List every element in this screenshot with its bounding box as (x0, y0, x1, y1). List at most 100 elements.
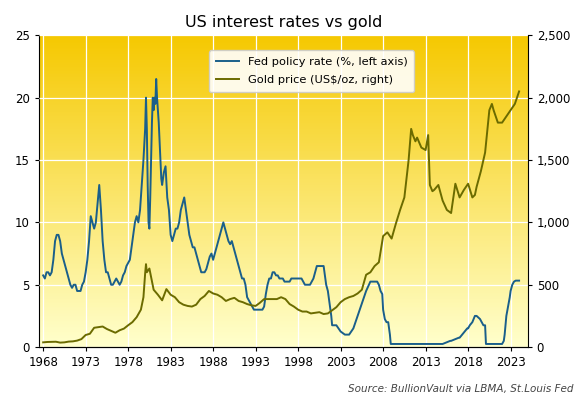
Bar (39, 228, 528, 230)
Bar (39, 233, 528, 235)
Bar (39, 82, 528, 84)
Bar (39, 213, 528, 215)
Bar (39, 70, 528, 71)
Bar (39, 91, 528, 93)
Bar (39, 42, 528, 43)
Gold price (US$/oz, right) (359, 287, 366, 292)
Bar (39, 182, 528, 183)
Bar (39, 199, 528, 200)
Bar (39, 129, 528, 130)
Bar (39, 74, 528, 76)
Bar (39, 252, 528, 253)
Bar (39, 127, 528, 129)
Bar (39, 296, 528, 297)
Bar (39, 274, 528, 275)
Fed policy rate (%, left axis) (321, 270, 328, 275)
Bar (39, 313, 528, 314)
Bar (39, 38, 528, 40)
Bar (39, 162, 528, 163)
Bar (39, 278, 528, 280)
Bar (39, 123, 528, 124)
Bar (39, 65, 528, 67)
Bar (39, 219, 528, 221)
Bar (39, 148, 528, 149)
Bar (39, 238, 528, 240)
Bar (39, 346, 528, 347)
Bar (39, 54, 528, 55)
Bar (39, 62, 528, 63)
Bar (39, 126, 528, 127)
Bar (39, 154, 528, 155)
Bar (39, 53, 528, 54)
Bar (39, 120, 528, 121)
Fed policy rate (%, left axis) (40, 273, 47, 278)
Bar (39, 200, 528, 202)
Bar (39, 171, 528, 173)
Bar (39, 248, 528, 249)
Bar (39, 59, 528, 60)
Bar (39, 121, 528, 123)
Bar (39, 55, 528, 57)
Bar (39, 174, 528, 175)
Bar (39, 46, 528, 48)
Bar (39, 253, 528, 255)
Bar (39, 135, 528, 137)
Bar (39, 124, 528, 126)
Bar (39, 316, 528, 318)
Bar (39, 115, 528, 116)
Bar (39, 104, 528, 105)
Bar (39, 218, 528, 219)
Bar (39, 286, 528, 288)
Bar (39, 194, 528, 196)
Bar (39, 258, 528, 260)
Bar (39, 305, 528, 307)
Bar (39, 146, 528, 148)
Bar (39, 283, 528, 285)
Bar (39, 314, 528, 316)
Bar (39, 187, 528, 188)
Bar (39, 151, 528, 152)
Bar (39, 310, 528, 311)
Bar (39, 37, 528, 38)
Bar (39, 271, 528, 272)
Bar (39, 155, 528, 157)
Bar (39, 215, 528, 216)
Gold price (US$/oz, right) (150, 287, 157, 292)
Bar (39, 57, 528, 59)
Bar (39, 118, 528, 120)
Bar (39, 333, 528, 335)
Bar (39, 116, 528, 118)
Bar (39, 318, 528, 319)
Bar (39, 113, 528, 115)
Bar (39, 143, 528, 145)
Line: Gold price (US$/oz, right): Gold price (US$/oz, right) (43, 91, 519, 343)
Bar (39, 205, 528, 207)
Bar (39, 322, 528, 324)
Bar (39, 269, 528, 271)
Bar (39, 288, 528, 289)
Bar (39, 79, 528, 80)
Bar (39, 285, 528, 286)
Bar (39, 331, 528, 333)
Bar (39, 107, 528, 109)
Bar (39, 282, 528, 283)
Bar (39, 98, 528, 99)
Bar (39, 130, 528, 132)
Bar (39, 263, 528, 265)
Bar (39, 250, 528, 252)
Bar (39, 265, 528, 266)
Gold price (US$/oz, right) (40, 340, 47, 345)
Bar (39, 307, 528, 308)
Bar (39, 235, 528, 236)
Bar (39, 344, 528, 346)
Bar (39, 152, 528, 154)
Gold price (US$/oz, right) (486, 108, 493, 112)
Bar (39, 63, 528, 65)
Bar (39, 95, 528, 96)
Bar (39, 224, 528, 225)
Bar (39, 216, 528, 218)
Bar (39, 43, 528, 45)
Bar (39, 325, 528, 327)
Bar (39, 35, 528, 37)
Bar (39, 73, 528, 74)
